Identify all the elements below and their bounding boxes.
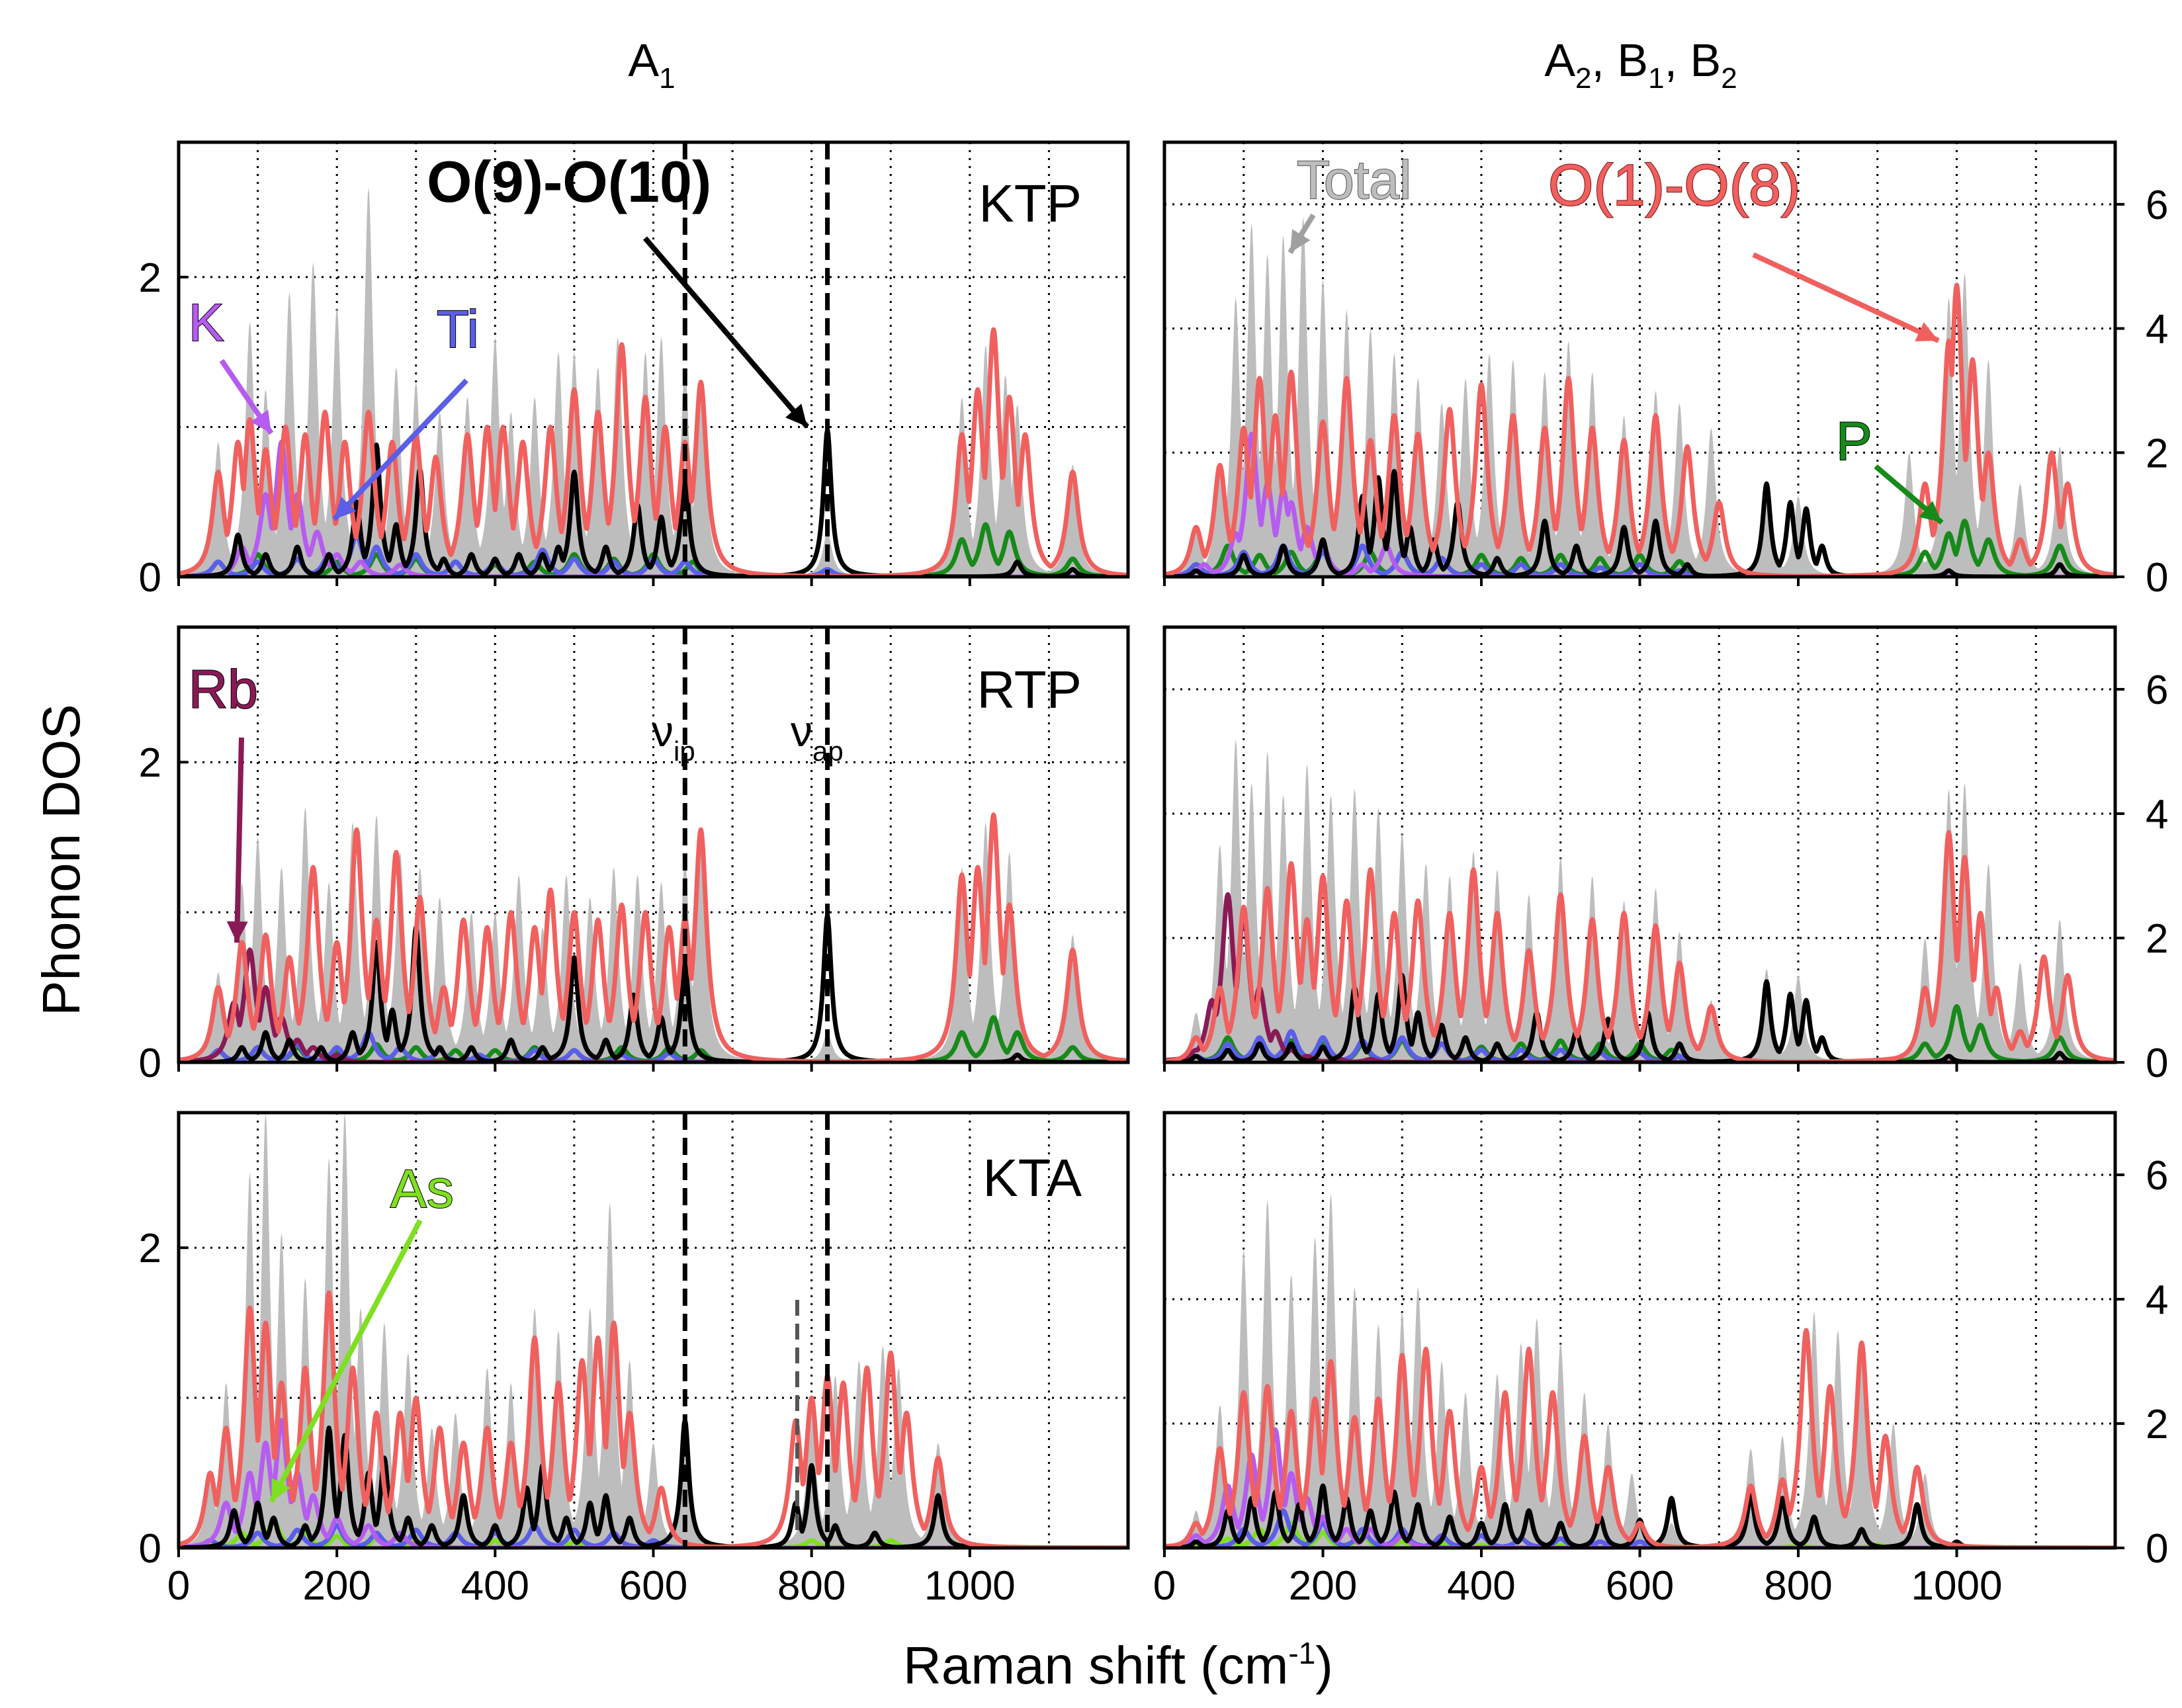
x-tick-label: 200: [1289, 1563, 1357, 1609]
compound-label-rtp: RTP: [977, 660, 1082, 719]
y-tick-label: 6: [2146, 667, 2168, 713]
x-tick-label: 800: [1764, 1563, 1832, 1609]
total-arrow-head: [1290, 229, 1311, 253]
y-tick-label: 6: [2146, 183, 2168, 228]
y-tick-label: 0: [139, 555, 161, 601]
o9-o10-label: O(9)-O(10): [427, 149, 711, 214]
x-tick-label: 0: [167, 1563, 190, 1609]
ktp-a1-panel: 02: [139, 140, 1130, 601]
ti-arrow-head: [334, 496, 357, 519]
y-tick-label: 6: [2146, 1153, 2168, 1199]
k-label: K: [189, 293, 224, 352]
y-tick-label: 2: [2146, 916, 2168, 962]
o1-o8-dos-line: [179, 1290, 1128, 1548]
compound-label-ktp: KTP: [979, 174, 1082, 233]
y-axis-label: Phonon DOS: [32, 704, 91, 1015]
ti-dos-line: [1164, 543, 2115, 577]
column-title-rest: A2, B1, B2: [1544, 34, 1737, 95]
v-ap-label: νap: [791, 706, 844, 767]
k-arrow-head: [250, 409, 271, 433]
rtp-rest-panel: 0 2 4 6: [1162, 625, 2168, 1086]
o1-o8-arrow-head: [1915, 322, 1939, 342]
o1-o8-dos-line: [1164, 830, 2115, 1062]
o9-o10-dos-line: [1164, 1483, 2115, 1548]
rb-arrow-head: [226, 921, 248, 943]
y-tick-label: 2: [2146, 431, 2168, 476]
x-tick-label: 200: [302, 1563, 371, 1609]
ti-arrow: [332, 378, 468, 521]
total-dos-area: [179, 187, 1128, 577]
x-tick-label: 800: [777, 1563, 846, 1609]
rb-label: Rb: [189, 660, 258, 720]
y-tick-label: 2: [2146, 1402, 2168, 1447]
p-arrow-head: [1919, 501, 1942, 523]
x-tick-label: 600: [619, 1563, 687, 1609]
o9-o10-arrow: [642, 236, 810, 429]
y-tick-label: 2: [139, 1226, 161, 1271]
as-arrow-head: [271, 1478, 291, 1502]
as-arrow: [269, 1219, 423, 1503]
ti-label: Ti: [437, 300, 479, 359]
column-title-a1: A1: [628, 34, 675, 95]
x-tick-label: 400: [1447, 1563, 1515, 1609]
y-tick-label: 4: [2146, 792, 2168, 837]
as-dos-line: [1164, 1520, 2115, 1548]
x-tick-label: 600: [1606, 1563, 1674, 1609]
o1-o8-dos-line: [1164, 1328, 2115, 1548]
total-dos-area: [1164, 1193, 2115, 1548]
y-tick-label: 2: [139, 255, 161, 301]
x-tick-label: 400: [461, 1563, 529, 1609]
x-axis-label: Raman shift (cm-1): [903, 1636, 1333, 1695]
y-tick-label: 0: [2146, 1041, 2168, 1086]
x-tick-label: 1000: [1911, 1563, 2003, 1609]
o1-o8-label: O(1)-O(8): [1548, 152, 1800, 218]
ktp-rest-panel: 0 2 4 6: [1162, 140, 2168, 601]
y-tick-label: 0: [2146, 555, 2168, 601]
ti-dos-line: [1164, 1508, 2115, 1548]
o1-o8-dos-line: [179, 812, 1128, 1062]
o9-o10-arrow-head: [785, 404, 807, 427]
o1-o8-dos-line: [1164, 282, 2115, 577]
y-tick-label: 4: [2146, 307, 2168, 353]
ti-dos-line: [179, 1523, 1128, 1548]
compound-label-kta: KTA: [982, 1148, 1082, 1207]
y-tick-label: 0: [2146, 1526, 2168, 1572]
y-tick-label: 2: [139, 740, 161, 786]
x-tick-label: 0: [1153, 1563, 1176, 1609]
total-dos-area: [179, 807, 1128, 1062]
o1-o8-arrow: [1752, 252, 1940, 343]
p-label: P: [1836, 411, 1872, 472]
rtp-a1-panel: 02: [139, 625, 1130, 1086]
v-ip-label: νip: [652, 706, 695, 767]
x-tick-label: 1000: [924, 1563, 1016, 1609]
annotations-group: KTP O(9)-O(10) K Ti Total O(1)-O(8) P RTP Rb νip ν…: [188, 149, 1944, 1535]
total-dos-area: [179, 1113, 1128, 1548]
y-tick-label: 4: [2146, 1277, 2168, 1323]
as-label: As: [390, 1159, 454, 1219]
y-tick-label: 0: [139, 1526, 161, 1572]
total-label: Total: [1297, 150, 1411, 210]
y-tick-label: 0: [139, 1041, 161, 1086]
kta-a1-panel: 0 2 0 200 400 600 800 1000: [139, 1111, 1130, 1609]
rb-arrow: [234, 737, 244, 943]
kta-rest-panel: 0 2 4 6 0 200 400 600 800 1000: [1153, 1111, 2168, 1609]
